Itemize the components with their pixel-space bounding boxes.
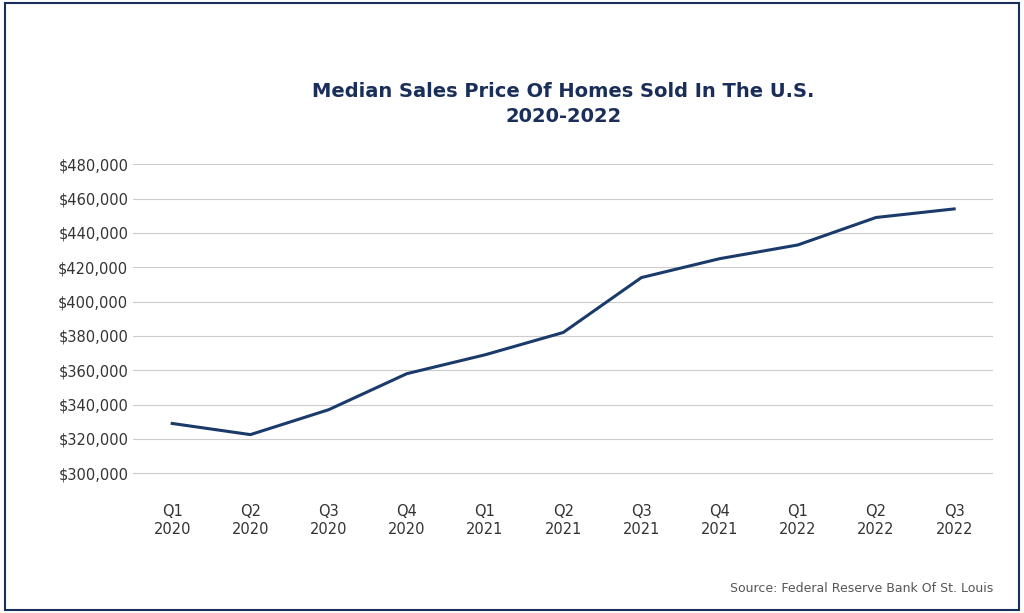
Text: Source: Federal Reserve Bank Of St. Louis: Source: Federal Reserve Bank Of St. Loui… xyxy=(730,582,993,595)
Title: Median Sales Price Of Homes Sold In The U.S.
2020-2022: Median Sales Price Of Homes Sold In The … xyxy=(312,82,814,126)
